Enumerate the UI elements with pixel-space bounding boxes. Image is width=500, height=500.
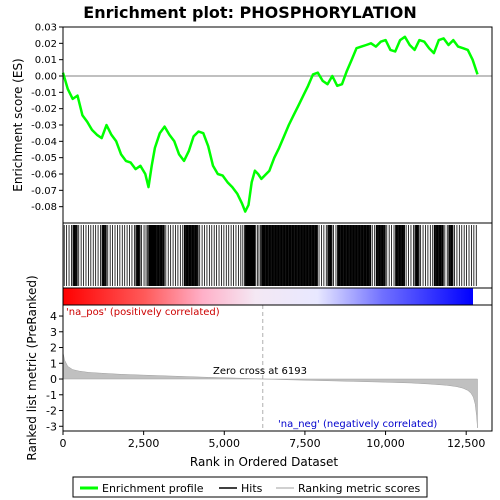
es-y-tick-label: -0.05 xyxy=(31,153,57,164)
legend: Enrichment profile Hits Ranking metric s… xyxy=(72,476,428,498)
es-y-tick-label: 0.01 xyxy=(35,55,57,66)
zero-cross-label: Zero cross at 6193 xyxy=(213,366,307,377)
x-tick-label: 5,000 xyxy=(209,437,241,450)
enrichment-profile-line xyxy=(61,35,479,213)
metric-y-tick-label: 3 xyxy=(50,326,57,339)
hits-panel xyxy=(62,222,493,289)
es-panel: 0.03 0.02 0.01 0.00 -0.01 -0.02 -0.03 -0.04 -0.0… xyxy=(11,23,493,224)
es-y-axis: 0.03 0.02 0.01 0.00 -0.01 -0.02 -0.03 -0.04 -0.0… xyxy=(31,23,63,213)
legend-enrichment-label: Enrichment profile xyxy=(102,482,204,495)
metric-y-tick-label: 1 xyxy=(50,357,57,370)
es-y-tick-label: -0.06 xyxy=(31,170,57,181)
es-y-tick-label: -0.04 xyxy=(31,137,57,148)
metric-y-label: Ranked list metric (PreRanked) xyxy=(25,275,39,460)
metric-y-tick-label: 2 xyxy=(50,342,57,355)
ranking-color-bar xyxy=(62,287,493,306)
metric-y-tick-label: 0 xyxy=(50,373,57,386)
metric-y-tick-label: 4 xyxy=(50,310,57,323)
ranking-metric-area xyxy=(62,352,478,428)
x-tick-label: 7,500 xyxy=(289,437,321,450)
x-tick-label: 10,000 xyxy=(366,437,405,450)
hit-markers xyxy=(63,225,477,286)
es-y-tick-label: -0.03 xyxy=(31,121,57,132)
es-y-tick-label: 0.03 xyxy=(35,23,57,34)
metric-panel: 4 3 2 1 0 -1 -2 -3 0 2,500 5,000 7,500 10,000 12,500… xyxy=(25,275,493,469)
metric-panel-frame xyxy=(62,304,493,432)
x-axis-label: Rank in Ordered Dataset xyxy=(190,455,338,469)
legend-metric-label: Ranking metric scores xyxy=(298,482,420,495)
metric-y-tick-label: -2 xyxy=(46,405,57,418)
es-y-tick-label: 0.02 xyxy=(35,39,57,50)
chart-title: Enrichment plot: PHOSPHORYLATION xyxy=(83,3,416,22)
es-y-tick-label: -0.02 xyxy=(31,104,57,115)
es-y-label: Enrichment score (ES) xyxy=(11,58,25,191)
metric-y-tick-label: -3 xyxy=(46,420,57,433)
es-y-tick-label: -0.08 xyxy=(31,202,57,213)
x-axis: 0 2,500 5,000 7,500 10,000 12,500 xyxy=(60,431,486,450)
legend-hits-label: Hits xyxy=(241,482,263,495)
metric-y-axis: 4 3 2 1 0 -1 -2 -3 xyxy=(46,310,63,433)
es-y-tick-label: -0.07 xyxy=(31,186,57,197)
es-y-tick-label: -0.01 xyxy=(31,88,57,99)
x-tick-label: 12,500 xyxy=(447,437,486,450)
metric-y-tick-label: -1 xyxy=(46,389,57,402)
na-pos-label: 'na_pos' (positively correlated) xyxy=(66,307,220,318)
x-tick-label: 0 xyxy=(60,437,67,450)
es-y-tick-label: 0.00 xyxy=(35,72,57,83)
x-tick-label: 2,500 xyxy=(128,437,160,450)
na-neg-label: 'na_neg' (negatively correlated) xyxy=(278,419,437,430)
